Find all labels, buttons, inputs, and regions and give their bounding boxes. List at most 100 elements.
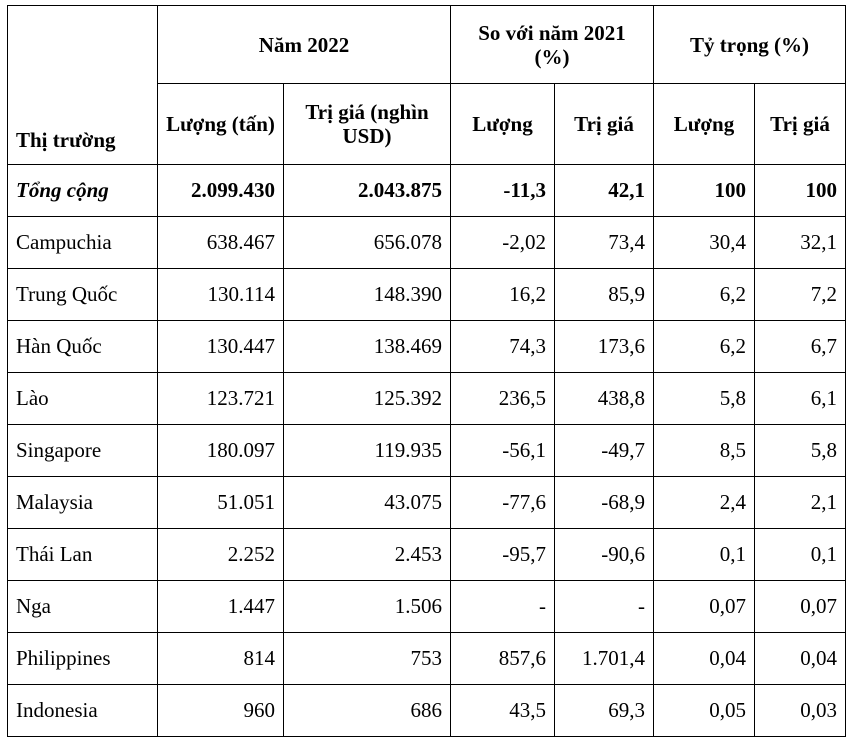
value-cell: 0,1 [653,528,755,581]
subheader-cell: Lượng [450,83,555,165]
value-cell: 857,6 [450,632,555,685]
value-cell: 69,3 [554,684,654,737]
value-cell: 236,5 [450,372,555,425]
value-cell: 119.935 [283,424,451,477]
market-cell: Singapore [7,424,158,477]
market-cell: Indonesia [7,684,158,737]
value-cell: 6,7 [754,320,846,373]
value-cell: 8,5 [653,424,755,477]
value-cell: 148.390 [283,268,451,321]
value-cell: 85,9 [554,268,654,321]
value-cell: 0,03 [754,684,846,737]
table-row: Indonesia 960 686 43,5 69,3 0,05 0,03 [7,684,846,737]
total-row: Tổng cộng 2.099.430 2.043.875 -11,3 42,1 100 1… [7,164,846,217]
value-cell: 30,4 [653,216,755,269]
value-cell: 2.252 [157,528,284,581]
table-row: Campuchia 638.467 656.078 -2,02 73,4 30,4 32,1 [7,216,846,269]
value-cell: 130.114 [157,268,284,321]
market-cell: Nga [7,580,158,633]
table-row: Trung Quốc 130.114 148.390 16,2 85,9 6,2 7,2 [7,268,846,321]
value-cell: 100 [754,164,846,217]
value-cell: 43,5 [450,684,555,737]
value-cell: 2.043.875 [283,164,451,217]
market-cell: Campuchia [7,216,158,269]
value-cell: 43.075 [283,476,451,529]
subheader-cell: Lượng [653,83,755,165]
value-cell: 6,2 [653,268,755,321]
value-cell: -68,9 [554,476,654,529]
market-cell: Tổng cộng [7,164,158,217]
value-cell: 42,1 [554,164,654,217]
value-cell: 0,1 [754,528,846,581]
value-cell: 0,05 [653,684,755,737]
table-row: Philippines 814 753 857,6 1.701,4 0,04 0,04 [7,632,846,685]
subheader-cell: Trị giá [754,83,846,165]
market-cell: Hàn Quốc [7,320,158,373]
value-cell: 1.447 [157,580,284,633]
value-cell: 123.721 [157,372,284,425]
table-row: Singapore 180.097 119.935 -56,1 -49,7 8,5 5,8 [7,424,846,477]
header-row: Thị trường Năm 2022 So với năm 2021 (%) Tỷ … [7,5,846,165]
value-cell: 7,2 [754,268,846,321]
data-table: Thị trường Năm 2022 So với năm 2021 (%) Tỷ … [7,5,846,737]
value-cell: 438,8 [554,372,654,425]
market-cell: Trung Quốc [7,268,158,321]
value-cell: 2,4 [653,476,755,529]
value-cell: 960 [157,684,284,737]
value-cell: 100 [653,164,755,217]
value-cell: 125.392 [283,372,451,425]
value-cell: 753 [283,632,451,685]
value-cell: -49,7 [554,424,654,477]
value-cell: -77,6 [450,476,555,529]
value-cell: -11,3 [450,164,555,217]
subheader-cell: Lượng (tấn) [157,83,284,165]
value-cell: - [450,580,555,633]
header-cell: Thị trường [7,5,158,165]
value-cell: 0,04 [653,632,755,685]
value-cell: 0,04 [754,632,846,685]
value-cell: 5,8 [754,424,846,477]
value-cell: 1.506 [283,580,451,633]
subheader-cell: Trị giá (nghìn USD) [283,83,451,165]
value-cell: 138.469 [283,320,451,373]
value-cell: 32,1 [754,216,846,269]
table-row: Lào 123.721 125.392 236,5 438,8 5,8 6,1 [7,372,846,425]
value-cell: - [554,580,654,633]
value-cell: 130.447 [157,320,284,373]
group-header: So với năm 2021 (%) [450,5,654,84]
value-cell: -95,7 [450,528,555,581]
value-cell: 6,2 [653,320,755,373]
value-cell: -90,6 [554,528,654,581]
value-cell: 2,1 [754,476,846,529]
value-cell: 51.051 [157,476,284,529]
market-cell: Thái Lan [7,528,158,581]
market-cell: Malaysia [7,476,158,529]
value-cell: 814 [157,632,284,685]
value-cell: 656.078 [283,216,451,269]
market-cell: Philippines [7,632,158,685]
value-cell: 180.097 [157,424,284,477]
group-header: Tỷ trọng (%) [653,5,846,84]
table-row: Hàn Quốc 130.447 138.469 74,3 173,6 6,2 6,7 [7,320,846,373]
value-cell: 638.467 [157,216,284,269]
table-row: Nga 1.447 1.506- -0,07 0,07 [7,580,846,633]
market-cell: Lào [7,372,158,425]
value-cell: 73,4 [554,216,654,269]
value-cell: 2.099.430 [157,164,284,217]
table-row: Malaysia 51.051 43.075 -77,6 -68,9 2,4 2,1 [7,476,846,529]
value-cell: 686 [283,684,451,737]
value-cell: 173,6 [554,320,654,373]
value-cell: 74,3 [450,320,555,373]
subheader-row: Lượng (tấn) Trị giá (nghìn USD) Lượng Trị g… [8,83,846,165]
table-row: Thái Lan 2.252 2.453 -95,7 -90,6 0,1 0,1 [7,528,846,581]
value-cell: 6,1 [754,372,846,425]
value-cell: 5,8 [653,372,755,425]
value-cell: 1.701,4 [554,632,654,685]
subheader-cell: Trị giá [554,83,654,165]
value-cell: 16,2 [450,268,555,321]
value-cell: 0,07 [653,580,755,633]
value-cell: 2.453 [283,528,451,581]
value-cell: -56,1 [450,424,555,477]
value-cell: 0,07 [754,580,846,633]
